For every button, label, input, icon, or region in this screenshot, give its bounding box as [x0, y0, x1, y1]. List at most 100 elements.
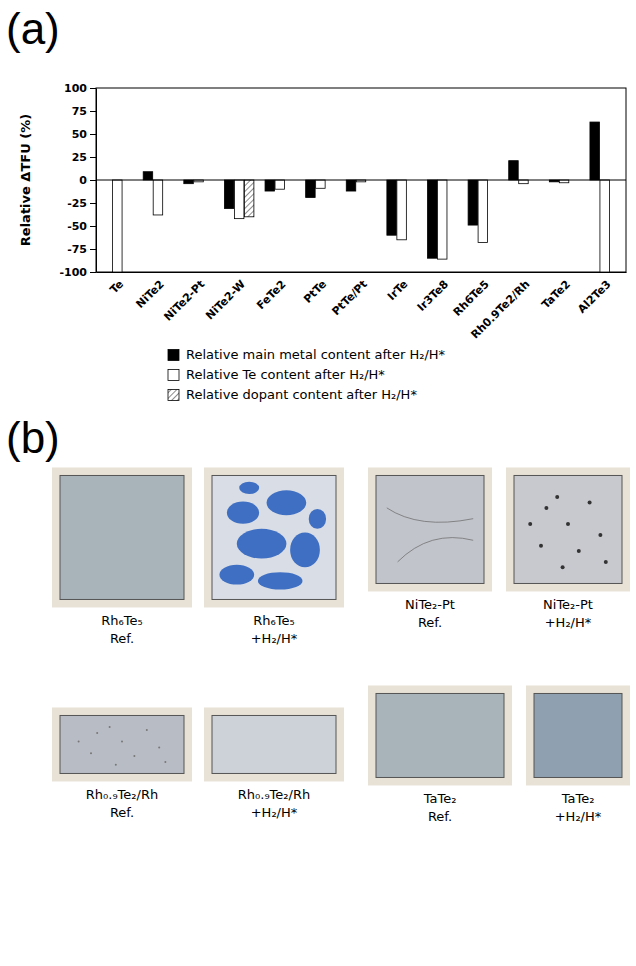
photo: NiTe₂-PtRef.	[368, 467, 492, 630]
y-tick-mark	[90, 226, 96, 227]
figure: (a)-100-75-50-250255075100Relative ΔTFU …	[0, 0, 636, 966]
sample-spot	[290, 533, 320, 568]
sample-crack	[387, 508, 473, 522]
legend-item: Relative dopant content after H₂/H*	[168, 387, 417, 402]
sample-spot	[566, 522, 570, 526]
sample-spot	[588, 500, 592, 504]
y-tick-label: 0	[79, 174, 87, 187]
x-tick-label: Rh0.9Te2/Rh	[468, 278, 532, 342]
bar	[143, 172, 152, 180]
sample-spot	[237, 529, 287, 559]
y-tick: -50	[67, 220, 96, 233]
y-tick-mark	[90, 272, 96, 273]
bar	[244, 180, 253, 217]
bar	[600, 180, 609, 272]
bar	[427, 180, 436, 258]
sample	[514, 475, 622, 583]
photo: TaTe₂+H₂/H*	[526, 685, 630, 824]
y-tick: 75	[72, 105, 96, 118]
sample	[376, 693, 504, 777]
x-tick-label: Rh6Te5	[451, 278, 492, 319]
sample-spot	[604, 560, 608, 564]
photo-background	[526, 685, 630, 785]
sample-spot	[78, 741, 80, 743]
x-tick: NiTe2	[133, 272, 166, 311]
bar	[509, 161, 518, 180]
y-tick-label: -25	[67, 197, 87, 210]
y-tick-mark	[90, 249, 96, 250]
sample-spot	[158, 746, 160, 748]
photo-caption: Ref.	[428, 809, 452, 824]
sample-spot	[109, 726, 111, 728]
bar	[153, 180, 162, 215]
x-tick-label: IrTe	[385, 278, 410, 303]
y-axis: -100-75-50-250255075100	[59, 82, 96, 279]
sample-spot	[528, 522, 532, 526]
x-tick: Ir3Te8	[415, 272, 451, 314]
y-tick-label: -75	[67, 243, 87, 256]
x-axis: TeNiTe2NiTe2-PtNiTe2-WFeTe2PtTePtTe/PtIr…	[97, 272, 627, 341]
sample-spot	[555, 495, 559, 499]
bar	[387, 180, 396, 235]
y-tick-mark	[90, 203, 96, 204]
bar	[224, 180, 233, 209]
y-tick-label: 100	[64, 82, 87, 95]
sample-spot	[115, 764, 117, 766]
x-axis-line	[97, 272, 627, 273]
sample-spot	[146, 729, 148, 731]
sample-spot	[133, 755, 135, 757]
photo: TaTe₂ Ref.	[368, 685, 512, 824]
sample	[60, 715, 184, 773]
photo-background	[204, 467, 344, 607]
sample-spot	[164, 761, 166, 763]
legend-swatch	[168, 389, 179, 400]
y-tick-label: 50	[72, 128, 88, 141]
bar	[346, 180, 355, 191]
photo-background	[52, 707, 192, 781]
bar	[113, 180, 122, 272]
sample-spot	[267, 490, 307, 515]
photo-caption: Rh₆Te₅	[101, 613, 142, 628]
photo-caption: +H₂/H*	[555, 809, 602, 824]
sample-spot	[121, 741, 123, 743]
x-tick: IrTe	[385, 272, 410, 303]
sample-spot	[598, 533, 602, 537]
y-tick-mark	[90, 111, 96, 112]
sample-spot	[577, 549, 581, 553]
y-tick: -25	[67, 197, 96, 210]
bar	[306, 180, 315, 197]
sample	[212, 715, 336, 773]
y-tick-label: -50	[67, 220, 87, 233]
photo-background	[368, 467, 492, 591]
bar	[184, 180, 193, 184]
sample	[534, 693, 622, 777]
bar	[316, 180, 325, 188]
photo-background	[368, 685, 512, 785]
y-tick-mark	[90, 134, 96, 135]
photo-caption: TaTe₂	[423, 791, 457, 806]
sample-spot	[258, 572, 303, 589]
photo-caption: Rh₀.₉Te₂/Rh	[86, 787, 158, 802]
photo: Rh₆Te₅ +H₂/H*	[204, 467, 344, 646]
x-tick-label: Ir3Te8	[415, 278, 451, 314]
legend-item: Relative Te content after H₂/H*	[168, 367, 385, 382]
legend-swatch	[168, 369, 179, 380]
photo-caption: Ref.	[110, 631, 134, 646]
x-tick: Rh6Te5	[451, 272, 492, 319]
x-tick: PtTe/Pt	[329, 272, 369, 318]
bar	[265, 180, 274, 191]
y-tick-label: 25	[72, 151, 87, 164]
x-tick-label: PtTe/Pt	[329, 278, 369, 318]
y-tick: -75	[67, 243, 96, 256]
photo-caption: Rh₆Te₅	[253, 613, 294, 628]
bar	[590, 122, 599, 180]
photo-caption: +H₂/H*	[251, 631, 298, 646]
bar	[478, 180, 487, 243]
x-tick-label: TaTe2	[539, 278, 573, 312]
photo-background	[52, 467, 192, 607]
y-tick-mark	[90, 180, 96, 181]
y-tick-mark	[90, 88, 96, 89]
legend-label: Relative dopant content after H₂/H*	[186, 387, 417, 402]
sample-spot	[539, 544, 543, 548]
sample-spot	[561, 565, 565, 569]
